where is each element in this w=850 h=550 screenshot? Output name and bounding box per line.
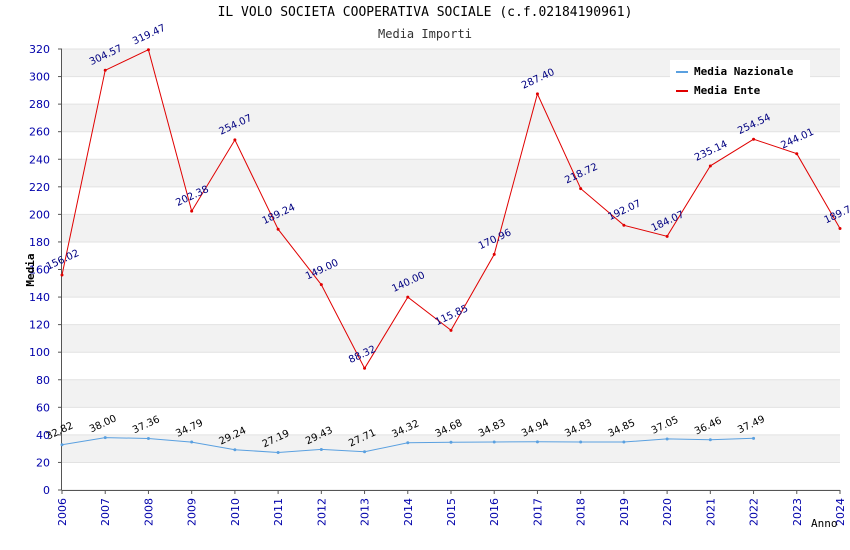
legend-box — [670, 60, 810, 102]
data-point — [449, 328, 453, 332]
data-point — [535, 440, 539, 444]
x-axis: 2006 2007 2008 2009 2010 2011 2012 2013 2014 2015… — [56, 490, 847, 526]
grid-band — [62, 462, 840, 490]
y-tick-label: 300 — [29, 71, 50, 84]
y-tick-label: 100 — [29, 346, 50, 359]
x-tick-label: 2008 — [142, 498, 155, 526]
grid-band — [62, 104, 840, 132]
y-tick-label: 40 — [36, 429, 50, 442]
x-tick-label: 2021 — [704, 498, 717, 526]
data-point — [406, 441, 410, 445]
data-point — [535, 92, 539, 96]
data-point — [60, 273, 64, 277]
x-tick-label: 2015 — [445, 498, 458, 526]
data-point — [708, 438, 712, 442]
grid-band — [62, 241, 840, 270]
y-tick-label: 200 — [29, 208, 50, 221]
data-point — [665, 234, 669, 238]
data-point — [190, 209, 194, 213]
x-tick-label: 2018 — [575, 498, 588, 526]
x-tick-label: 2006 — [56, 498, 69, 526]
data-label: 319.47 — [131, 23, 167, 48]
data-point — [190, 440, 194, 444]
y-tick-label: 280 — [29, 98, 50, 111]
y-tick-label: 320 — [29, 43, 50, 56]
y-tick-label: 160 — [29, 264, 50, 277]
chart-subtitle: Media Importi — [378, 27, 472, 41]
x-tick-label: 2023 — [791, 498, 804, 526]
data-point — [708, 164, 712, 168]
grid-band — [62, 131, 840, 160]
data-point — [752, 436, 756, 440]
x-tick-label: 2011 — [272, 498, 285, 526]
data-point — [103, 68, 107, 72]
y-tick-label: 180 — [29, 236, 50, 249]
legend-entry: Media Ente — [694, 84, 761, 97]
data-point — [319, 283, 323, 287]
data-point — [146, 48, 150, 52]
y-tick-label: 240 — [29, 153, 50, 166]
grid-band — [62, 407, 840, 435]
data-point — [579, 187, 583, 191]
data-point — [363, 450, 367, 454]
grid-bands — [62, 48, 840, 491]
data-point — [233, 448, 237, 452]
grid-band — [62, 214, 840, 242]
x-tick-label: 2013 — [359, 498, 372, 526]
y-tick-label: 220 — [29, 181, 50, 194]
data-point — [579, 440, 583, 444]
legend: Media Nazionale Media Ente — [670, 60, 810, 102]
y-axis: 0 20 40 60 80 100 120 140 160 180 200 220 240 260 280 3… — [29, 43, 62, 497]
data-point — [406, 295, 410, 299]
data-point — [752, 137, 756, 141]
x-tick-label: 2014 — [402, 498, 415, 526]
x-tick-label: 2017 — [531, 498, 544, 526]
x-tick-label: 2016 — [488, 498, 501, 526]
x-tick-label: 2020 — [661, 498, 674, 526]
x-tick-label: 2007 — [99, 498, 112, 526]
y-tick-label: 60 — [36, 401, 50, 414]
x-tick-label: 2010 — [229, 498, 242, 526]
chart-title: IL VOLO SOCIETA COOPERATIVA SOCIALE (c.f… — [217, 5, 633, 20]
data-point — [665, 437, 669, 441]
data-point — [233, 138, 237, 142]
data-point — [492, 440, 496, 444]
x-tick-label: 2019 — [618, 498, 631, 526]
grid-band — [62, 324, 840, 353]
y-tick-label: 260 — [29, 126, 50, 139]
series-lines — [60, 48, 842, 455]
grid-band — [62, 297, 840, 325]
x-tick-label: 2024 — [834, 498, 847, 526]
data-point — [319, 447, 323, 451]
grid-band — [62, 159, 840, 187]
legend-entry: Media Nazionale — [694, 65, 794, 78]
y-axis-label: Media — [24, 253, 37, 286]
data-point — [449, 440, 453, 444]
data-point — [492, 252, 496, 256]
data-point — [146, 437, 150, 441]
x-axis-label: Anno — [811, 517, 838, 530]
y-tick-label: 80 — [36, 374, 50, 387]
data-point — [622, 440, 626, 444]
y-tick-label: 20 — [36, 456, 50, 469]
data-point — [363, 366, 367, 370]
grid-band — [62, 269, 840, 298]
y-tick-label: 120 — [29, 319, 50, 332]
grid-band — [62, 379, 840, 408]
grid-band — [62, 352, 840, 380]
y-tick-label: 0 — [43, 484, 50, 497]
data-point — [838, 227, 842, 231]
x-tick-label: 2012 — [315, 498, 328, 526]
data-point — [276, 227, 280, 231]
data-point — [103, 436, 107, 440]
data-point — [60, 443, 64, 447]
data-point — [622, 223, 626, 227]
x-tick-label: 2022 — [748, 498, 761, 526]
data-point — [795, 152, 799, 156]
y-tick-label: 140 — [29, 291, 50, 304]
data-point — [276, 451, 280, 455]
x-tick-label: 2009 — [186, 498, 199, 526]
